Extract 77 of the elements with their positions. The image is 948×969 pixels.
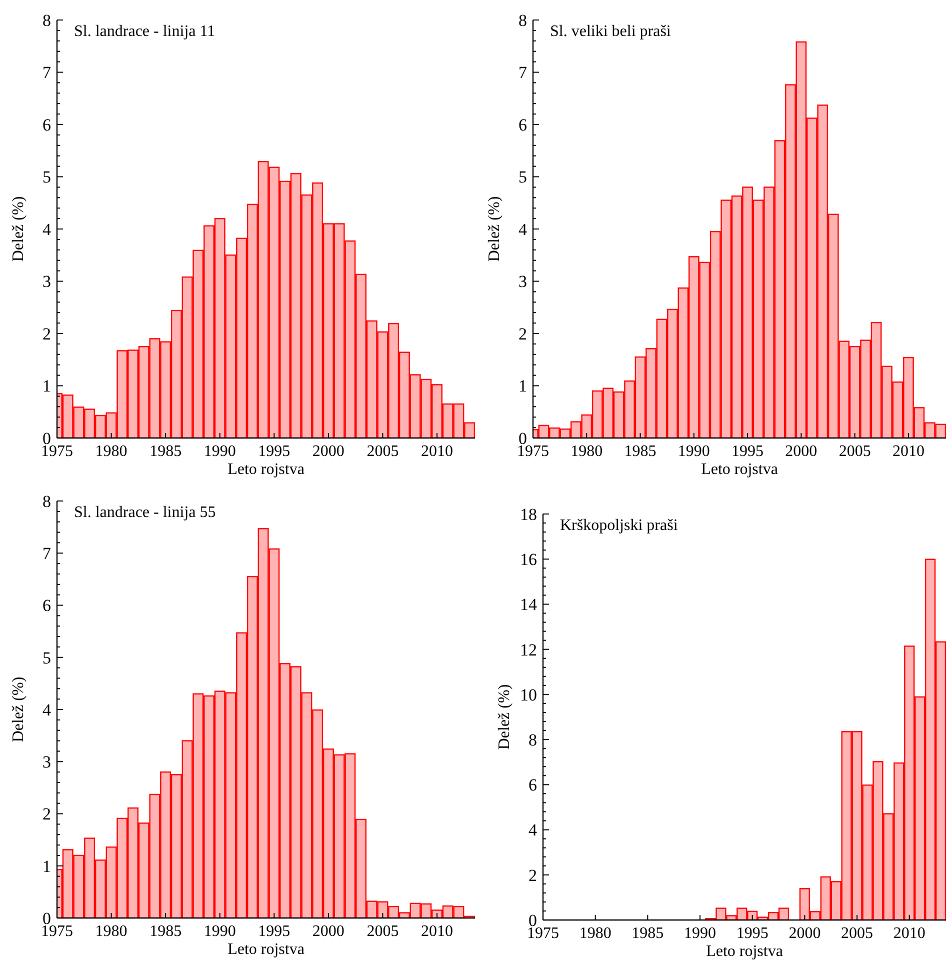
y-axis-title: Delež (%) (486, 196, 503, 262)
x-tick-label: 2010 (893, 925, 926, 942)
y-tick-label: 4 (42, 700, 52, 720)
y-tick-label: 4 (518, 220, 528, 239)
chart-title: Krškopoljski praši (560, 517, 678, 534)
x-tick-label: 1980 (570, 443, 603, 460)
y-tick-label: 4 (528, 820, 538, 840)
chart-title: Sl. landrace - linija 55 (74, 504, 216, 521)
x-tick-label: 1980 (95, 443, 128, 460)
x-tick-label: 1990 (204, 923, 236, 940)
x-tick-label: 2005 (841, 925, 874, 942)
x-tick-label: 1975 (517, 443, 549, 460)
x-tick-label: 1990 (684, 925, 716, 942)
x-axis-title: Leto rojstva (706, 943, 783, 960)
x-tick-label: 2000 (785, 443, 818, 460)
y-tick-label: 1 (42, 376, 51, 396)
x-tick-label: 1975 (41, 443, 73, 460)
y-tick-label: 8 (42, 492, 51, 511)
y-axis-title: Delež (%) (10, 196, 27, 262)
y-tick-label: 18 (520, 504, 537, 524)
chart-title: Sl. veliki beli praši (550, 23, 672, 40)
x-tick-label: 2010 (892, 443, 924, 460)
y-tick-label: 6 (42, 596, 51, 616)
x-tick-label: 1995 (732, 443, 764, 460)
x-tick-label: 1990 (204, 443, 236, 460)
y-tick-label: 7 (518, 63, 528, 82)
x-tick-label: 2000 (312, 923, 344, 940)
x-tick-label: 2005 (366, 443, 399, 460)
x-tick-label: 1995 (736, 925, 768, 942)
y-tick-label: 7 (42, 63, 52, 82)
x-tick-label: 1980 (95, 923, 128, 940)
y-axis-title: Delež (%) (496, 684, 513, 750)
x-tick-label: 2000 (788, 925, 821, 942)
x-tick-label: 1975 (527, 925, 559, 942)
x-tick-label: 1995 (258, 443, 290, 460)
x-tick-label: 1980 (579, 925, 612, 942)
y-tick-label: 6 (42, 115, 51, 134)
y-tick-label: 8 (528, 730, 537, 750)
y-tick-label: 8 (518, 10, 527, 30)
x-tick-label: 1985 (150, 443, 182, 460)
x-tick-label: 1990 (678, 443, 710, 460)
x-axis-title: Leto rojstva (228, 461, 304, 478)
y-tick-label: 2 (528, 866, 537, 885)
x-tick-label: 2010 (421, 923, 453, 940)
y-tick-label: 7 (42, 544, 52, 564)
x-tick-label: 1975 (41, 923, 73, 940)
y-tick-label: 5 (518, 168, 527, 187)
y-tick-label: 1 (42, 856, 51, 876)
x-tick-label: 2010 (421, 443, 453, 460)
x-tick-label: 1985 (624, 443, 656, 460)
x-tick-label: 1995 (258, 923, 290, 940)
y-tick-label: 12 (520, 640, 537, 660)
y-tick-label: 2 (518, 324, 527, 344)
x-tick-label: 2000 (312, 443, 344, 460)
y-tick-label: 5 (42, 168, 51, 187)
y-tick-label: 4 (42, 220, 52, 239)
y-tick-label: 10 (520, 685, 537, 704)
y-tick-label: 14 (520, 595, 538, 614)
y-tick-label: 5 (42, 648, 51, 668)
chart-title: Sl. landrace - linija 11 (74, 23, 216, 40)
x-axis-title: Leto rojstva (701, 461, 778, 478)
x-tick-label: 2005 (366, 923, 399, 940)
y-tick-label: 2 (42, 324, 51, 344)
y-tick-label: 3 (42, 752, 51, 772)
y-tick-label: 2 (42, 804, 51, 824)
y-tick-label: 1 (518, 376, 527, 396)
x-tick-label: 2005 (838, 443, 871, 460)
y-tick-label: 8 (42, 10, 51, 30)
y-tick-label: 3 (518, 272, 527, 292)
y-tick-label: 3 (42, 272, 51, 292)
x-axis-title: Leto rojstva (228, 941, 304, 958)
y-tick-label: 16 (520, 550, 537, 570)
x-tick-label: 1985 (632, 925, 664, 942)
x-tick-label: 1985 (150, 923, 182, 940)
y-axis-title: Delež (%) (10, 676, 27, 742)
y-tick-label: 6 (528, 776, 537, 795)
y-tick-label: 6 (518, 115, 527, 134)
